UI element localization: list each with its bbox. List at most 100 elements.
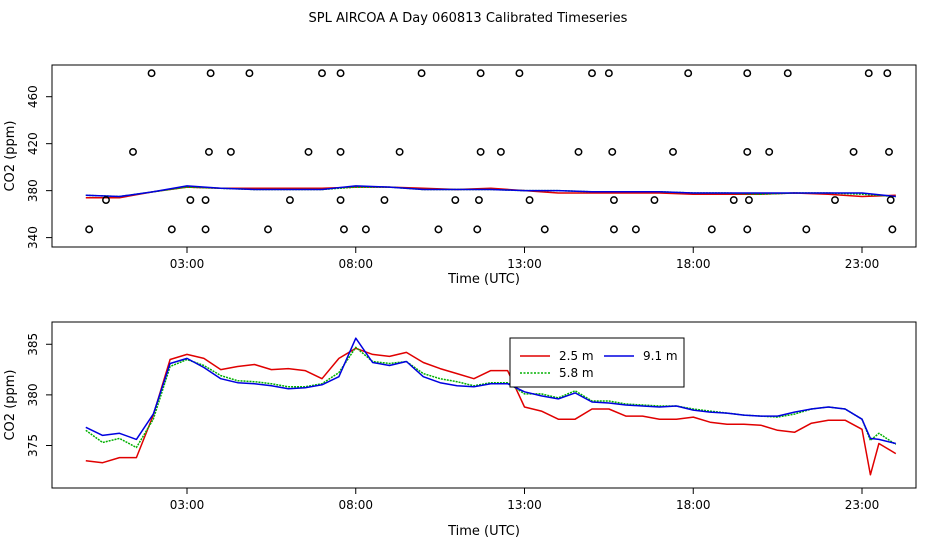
open-circle-point: [886, 196, 895, 204]
open-circle-point: [417, 69, 426, 78]
x-tick-label: 13:00: [507, 498, 542, 512]
y-tick-label: 460: [26, 85, 40, 108]
series-line-5.8m: [85, 346, 897, 449]
open-circle-point: [285, 196, 294, 204]
open-circle-point: [540, 225, 549, 234]
series-line-2.5m: [85, 347, 897, 476]
open-circle-point: [574, 147, 583, 156]
open-circle-point: [783, 69, 792, 78]
x-tick-label: 08:00: [338, 257, 373, 271]
upper-panel: 03:00 08:00 13:00 18:00 23:00 340 380 420 460 T…: [3, 64, 917, 287]
x-tick-label: 03:00: [170, 498, 205, 512]
open-circle-point: [226, 147, 235, 156]
open-circle-point: [361, 225, 370, 234]
open-circle-point: [264, 225, 272, 234]
figure-title: SPL AIRCOA A Day 060813 Calibrated Times…: [309, 11, 628, 26]
open-circle-point: [85, 225, 94, 234]
x-tick-label: 03:00: [170, 257, 205, 271]
open-circle-point: [336, 196, 345, 204]
open-circle-point: [496, 147, 505, 156]
open-circle-point: [473, 225, 482, 234]
open-circle-point: [129, 147, 137, 156]
x-tick-label: 18:00: [676, 257, 711, 271]
open-circle-point: [201, 225, 210, 234]
upper-plot-frame: [51, 64, 917, 248]
lower-panel: 03:00 08:00 13:00 18:00 23:00 375 380 385 Time…: [3, 321, 917, 539]
x-tick-label: 13:00: [507, 257, 542, 271]
open-circle-point: [743, 69, 752, 78]
lower-series-lines: [85, 337, 897, 476]
open-circle-point: [304, 147, 313, 156]
legend-label-9.1m: 9.1 m: [643, 349, 678, 363]
open-circle-point: [525, 196, 534, 204]
open-circle-point: [765, 147, 774, 156]
series-line-9.1m: [85, 185, 896, 198]
open-circle-point: [604, 69, 613, 78]
upper-series-lines: [85, 185, 896, 199]
open-circle-point: [729, 196, 738, 204]
open-circle-point: [608, 147, 617, 156]
series-line-9.1m: [85, 337, 896, 445]
open-circle-point: [245, 69, 254, 78]
open-circle-point: [476, 69, 485, 78]
open-circle-point: [434, 225, 443, 234]
open-circle-point: [206, 69, 215, 78]
y-tick-label: 340: [26, 226, 40, 249]
open-circle-point: [451, 196, 460, 204]
y-tick-label: 385: [26, 333, 40, 356]
open-circle-point: [669, 147, 677, 156]
open-circle-point: [609, 225, 618, 234]
open-circle-point: [204, 147, 213, 156]
upper-open-circles: [85, 69, 897, 234]
open-circle-point: [186, 196, 195, 204]
open-circle-point: [474, 196, 483, 204]
x-tick-label: 08:00: [338, 498, 373, 512]
open-circle-point: [885, 147, 893, 156]
open-circle-point: [380, 196, 389, 204]
open-circle-point: [336, 69, 345, 78]
x-tick-label: 18:00: [676, 498, 711, 512]
open-circle-point: [515, 69, 524, 78]
open-circle-point: [888, 225, 897, 234]
open-circle-point: [588, 69, 596, 78]
open-circle-point: [707, 225, 716, 234]
open-circle-point: [147, 69, 156, 78]
open-circle-point: [336, 147, 345, 156]
open-circle-point: [684, 69, 693, 78]
open-circle-point: [802, 225, 811, 234]
lower-y-axis-label: CO2 (ppm): [3, 369, 18, 440]
open-circle-point: [609, 196, 618, 204]
open-circle-point: [167, 225, 176, 234]
y-tick-label: 375: [26, 434, 40, 457]
legend-label-2.5m: 2.5 m: [559, 349, 594, 363]
legend: 2.5 m 9.1 m 5.8 m: [509, 337, 685, 388]
y-tick-label: 380: [26, 383, 40, 406]
upper-y-ticks: 340 380 420 460: [26, 85, 52, 249]
open-circle-point: [201, 196, 210, 204]
lower-plot-frame: [51, 321, 917, 489]
open-circle-point: [743, 225, 752, 234]
open-circle-point: [631, 225, 640, 234]
lower-y-ticks: 375 380 385: [26, 333, 52, 457]
open-circle-point: [883, 69, 892, 78]
legend-box: [509, 337, 685, 388]
open-circle-point: [849, 147, 858, 156]
open-circle-point: [318, 69, 326, 78]
legend-label-5.8m: 5.8 m: [559, 366, 594, 380]
y-tick-label: 420: [26, 132, 40, 155]
open-circle-point: [744, 196, 753, 204]
lower-x-axis-label: Time (UTC): [447, 524, 520, 539]
open-circle-point: [102, 196, 110, 204]
lower-x-ticks: 03:00 08:00 13:00 18:00 23:00: [170, 488, 880, 512]
open-circle-point: [395, 147, 404, 156]
open-circle-point: [339, 225, 348, 234]
open-circle-point: [476, 147, 485, 156]
upper-y-axis-label: CO2 (ppm): [3, 120, 18, 191]
x-tick-label: 23:00: [845, 498, 880, 512]
upper-x-axis-label: Time (UTC): [447, 272, 520, 287]
open-circle-point: [864, 69, 873, 78]
open-circle-point: [743, 147, 752, 156]
upper-x-ticks: 03:00 08:00 13:00 18:00 23:00: [170, 247, 879, 271]
